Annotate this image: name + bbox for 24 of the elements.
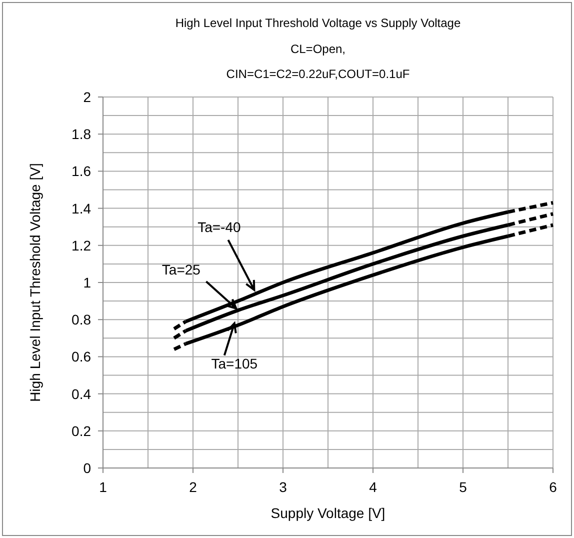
annotation: Ta=25	[162, 261, 201, 278]
y-tick-label: 2	[83, 89, 92, 105]
y-tick-label: 0.8	[72, 312, 92, 328]
y-tick-label: 1.2	[72, 237, 92, 254]
x-tick-label: 2	[189, 479, 198, 495]
y-tick-label: 1.6	[72, 163, 92, 180]
y-tick-label: 0.2	[72, 422, 92, 439]
x-tick-label: 3	[279, 479, 288, 495]
y-tick-label: 0.4	[72, 386, 92, 402]
x-tick-label: 5	[459, 479, 468, 495]
annotation: Ta=105	[211, 355, 258, 372]
y-tick-label: 0	[83, 460, 92, 476]
x-tick-label: 6	[549, 479, 558, 495]
chart-subtitle: CL=Open, CIN=C1=C2=0.22uF,COUT=0.1uF	[226, 42, 410, 81]
y-tick-label: 1	[83, 274, 92, 290]
y-tick-label: 1.4	[72, 200, 92, 216]
x-axis-title: Supply Voltage [V]	[270, 505, 386, 521]
annotation: Ta=-40	[198, 218, 242, 235]
x-tick-label: 1	[99, 479, 108, 495]
y-tick-label: 1.8	[72, 126, 92, 142]
x-tick-label: 4	[369, 479, 378, 495]
chart-title: High Level Input Threshold Voltage vs Supply Voltage	[175, 16, 461, 30]
y-axis-title: High Level Input Threshold Voltage [V]	[27, 163, 43, 402]
y-tick-label: 0.6	[72, 348, 92, 365]
